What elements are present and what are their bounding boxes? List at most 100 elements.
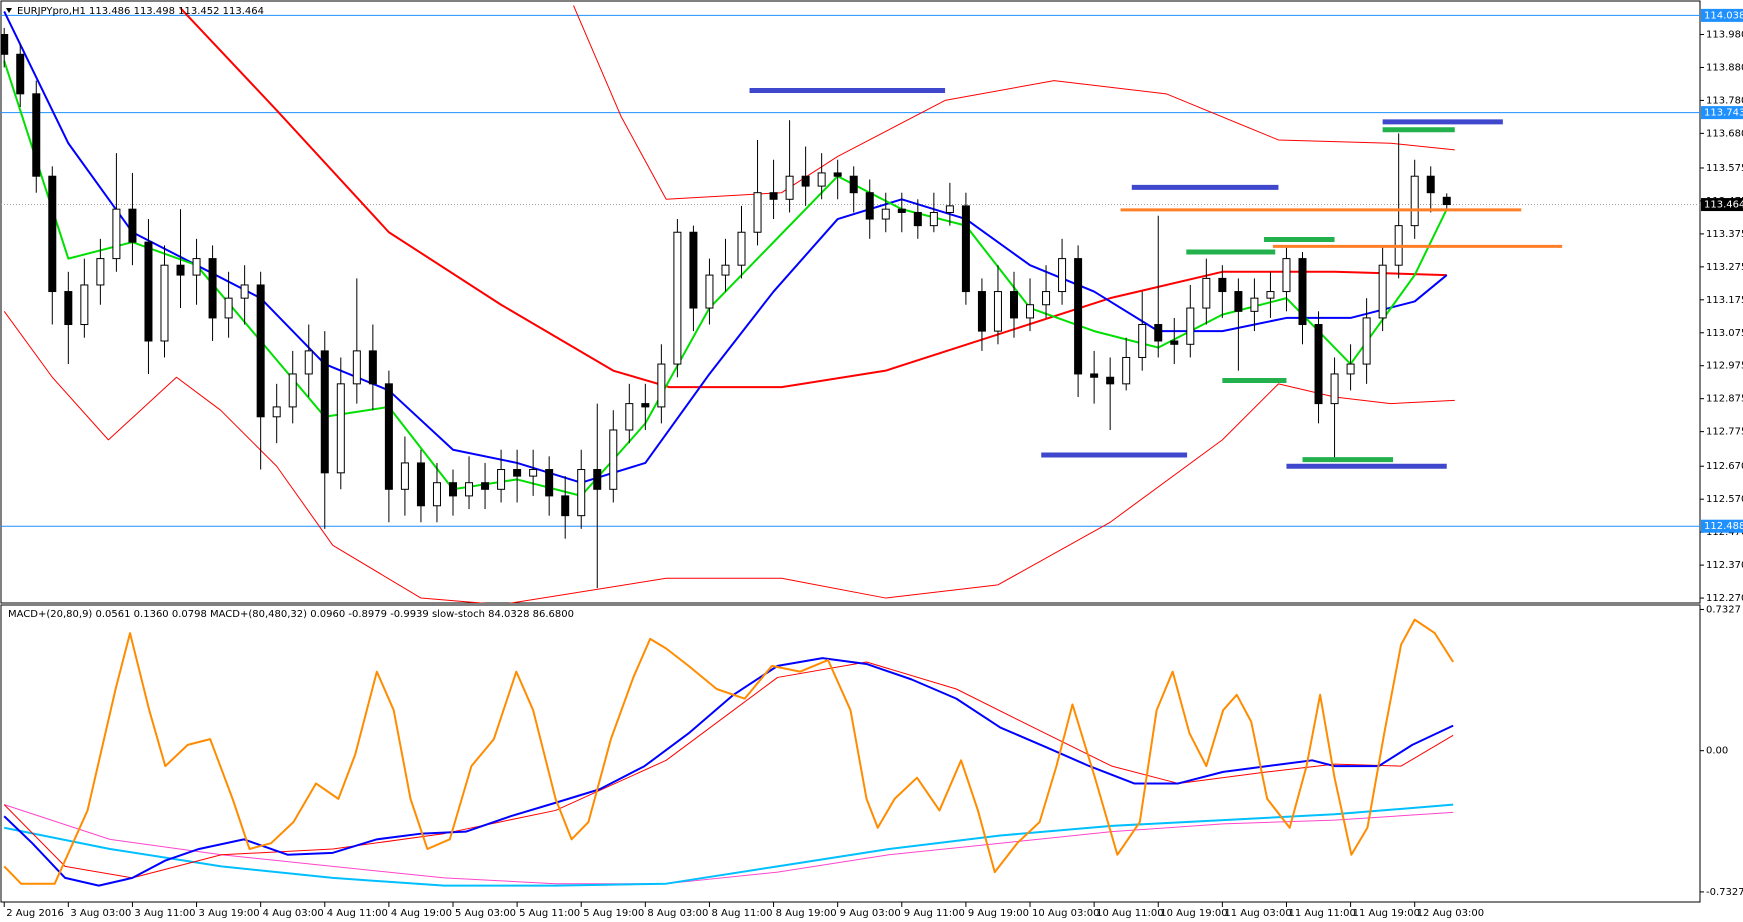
candle-body: [929, 211, 938, 227]
y-tick-label: 112.775: [1706, 427, 1743, 438]
candle-body: [993, 291, 1002, 332]
candle-body: [144, 241, 153, 342]
candle-body: [481, 482, 490, 490]
x-tick-label: 8 Aug 11:00: [711, 908, 772, 919]
candle-body: [1170, 340, 1179, 345]
candle-body: [577, 469, 586, 517]
candle-body: [881, 208, 890, 220]
price-label-box: [1701, 519, 1743, 533]
candle-body: [1, 34, 9, 55]
candle-body: [561, 495, 570, 517]
candle-body: [1106, 376, 1115, 385]
candle-body: [641, 403, 650, 408]
candle-body: [192, 258, 201, 276]
indicator-line: [4, 803, 1454, 887]
price-label: 114.038: [1704, 10, 1743, 21]
candle-body: [1442, 196, 1451, 206]
candle-body: [785, 175, 794, 200]
candle-body: [1122, 356, 1131, 385]
indicator-line: [3, 661, 1454, 879]
y-tick-label: 112.975: [1706, 361, 1743, 372]
candle-body: [497, 469, 506, 490]
candle-body: [1234, 291, 1243, 312]
candle-body: [1298, 258, 1307, 326]
indicator-line: [572, 5, 1455, 200]
candle-body: [945, 205, 954, 213]
candle-body: [1074, 258, 1083, 375]
candle-body: [1154, 324, 1163, 342]
y-tick-label: 0.7327: [1706, 604, 1741, 615]
candle-body: [384, 383, 393, 490]
candle-body: [1090, 373, 1099, 378]
y-tick-label: 112.370: [1706, 560, 1743, 571]
candle-body: [1346, 363, 1355, 375]
candle-body: [833, 172, 842, 177]
indicator-line: [3, 618, 1455, 885]
x-tick-label: 9 Aug 19:00: [968, 908, 1029, 919]
x-tick-label: 5 Aug 11:00: [519, 908, 580, 919]
candle-body: [513, 469, 522, 477]
price-plot: [1, 5, 1700, 603]
candle-body: [336, 383, 345, 474]
candle-body: [1362, 317, 1371, 365]
candle-body: [1250, 297, 1259, 312]
x-tick-label: 5 Aug 19:00: [583, 908, 644, 919]
candle-body: [1426, 175, 1435, 194]
candle-body: [272, 406, 281, 418]
candle-body: [64, 291, 73, 326]
candle-body: [368, 350, 377, 385]
candle-body: [961, 205, 970, 293]
candle-body: [1138, 324, 1147, 358]
y-tick-label: 112.875: [1706, 394, 1743, 405]
candle-body: [1042, 291, 1051, 306]
y-tick-label: 113.880: [1706, 62, 1743, 73]
x-tick-label: 11 Aug 19:00: [1353, 908, 1420, 919]
candle-body: [657, 363, 666, 408]
x-tick-label: 10 Aug 03:00: [1032, 908, 1099, 919]
candle-body: [16, 53, 25, 95]
indicator-line: [3, 10, 1448, 484]
y-tick-label: 112.570: [1706, 494, 1743, 505]
candle-body: [897, 208, 906, 213]
candle-body: [849, 175, 858, 194]
x-tick-label: 4 Aug 19:00: [391, 908, 452, 919]
y-tick-label: 112.270: [1706, 593, 1743, 604]
y-tick-label: 113.780: [1706, 95, 1743, 106]
candle-body: [128, 208, 137, 243]
candle-body: [352, 350, 361, 385]
candle-body: [224, 297, 233, 319]
candle-body: [1330, 373, 1339, 405]
candle-body: [673, 231, 682, 365]
price-label-box: [1701, 198, 1743, 212]
y-tick-label: 0.00: [1706, 746, 1728, 757]
y-tick-label: 113.075: [1706, 328, 1743, 339]
price-label-box: [1701, 8, 1743, 22]
candle-body: [1218, 277, 1227, 293]
x-tick-label: 8 Aug 19:00: [776, 908, 837, 919]
y-tick-label: 113.275: [1706, 262, 1743, 273]
x-tick-label: 10 Aug 11:00: [1096, 908, 1163, 919]
candle-body: [32, 93, 41, 177]
price-title: EURJPYpro,H1 113.486 113.498 113.452 113…: [17, 6, 264, 17]
candle-body: [160, 264, 169, 342]
candle-body: [176, 264, 185, 276]
candle-body: [913, 211, 922, 227]
x-tick-label: 3 Aug 19:00: [199, 908, 260, 919]
candle-body: [1009, 291, 1018, 319]
x-tick-label: 10 Aug 19:00: [1160, 908, 1227, 919]
indicator-title: MACD+(20,80,9) 0.0561 0.1360 0.0798 MACD…: [8, 609, 574, 620]
y-tick-label: -0.7327: [1706, 887, 1743, 898]
candle-body: [801, 175, 810, 187]
candle-body: [1282, 258, 1291, 293]
indicator-line: [4, 804, 1454, 885]
y-tick-label: 113.375: [1706, 229, 1743, 240]
candle-body: [737, 231, 746, 266]
x-tick-label: 2 Aug 2016: [6, 908, 64, 919]
candle-body: [304, 350, 313, 375]
candle-body: [545, 469, 554, 497]
collapse-icon[interactable]: [6, 8, 12, 13]
candle-body: [689, 231, 698, 309]
indicator-panel-frame: [0, 604, 1701, 903]
indicator-plot: [3, 618, 1455, 887]
